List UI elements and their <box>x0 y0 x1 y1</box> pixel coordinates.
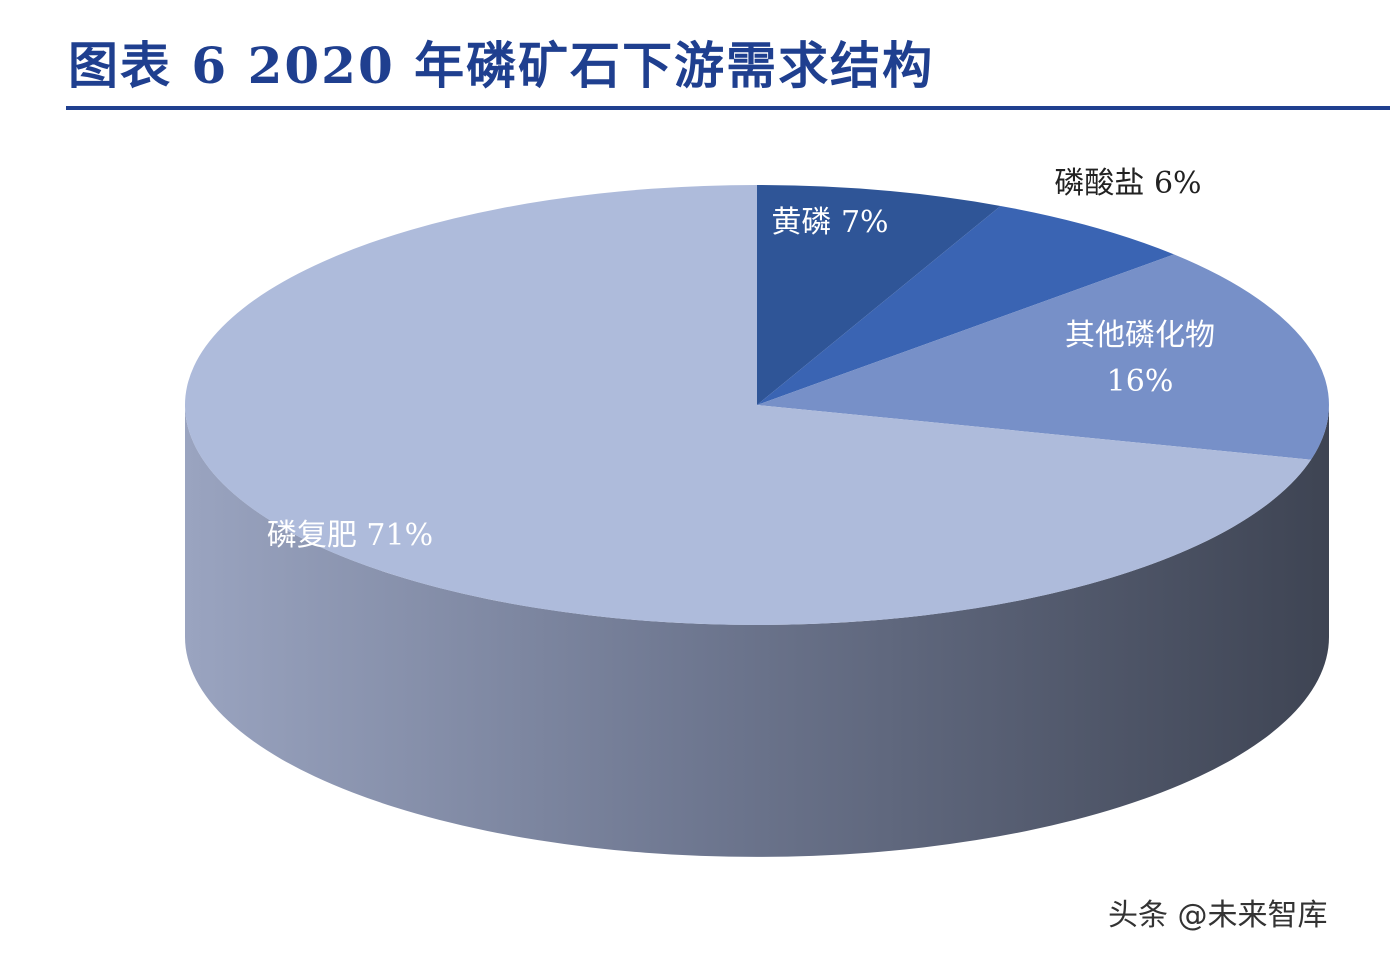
pie-slice <box>757 254 1329 460</box>
pie-side-wall <box>185 405 1329 857</box>
pie-slice <box>757 205 1174 405</box>
pie-slice-label: 磷酸盐 6% <box>1054 166 1201 201</box>
pie-side-wall-face <box>185 405 1329 857</box>
figure-title: 图表 6 2020 年磷矿石下游需求结构 <box>68 36 935 95</box>
watermark: 头条 @未来智库 <box>1108 898 1328 933</box>
pie-top-face <box>184 185 1329 626</box>
pie-labels: 黄磷 7% 磷酸盐 6% 其他磷化物 16% 磷复肥 71% <box>267 166 1215 553</box>
pie-slice-label: 其他磷化物 16% <box>1065 318 1215 399</box>
pie-slice-label: 磷复肥 71% <box>267 518 433 553</box>
pie-slice-label: 黄磷 7% <box>771 205 888 240</box>
title-underline <box>66 106 1390 110</box>
pie-slice <box>184 185 1312 626</box>
pie-slice <box>757 185 1001 405</box>
